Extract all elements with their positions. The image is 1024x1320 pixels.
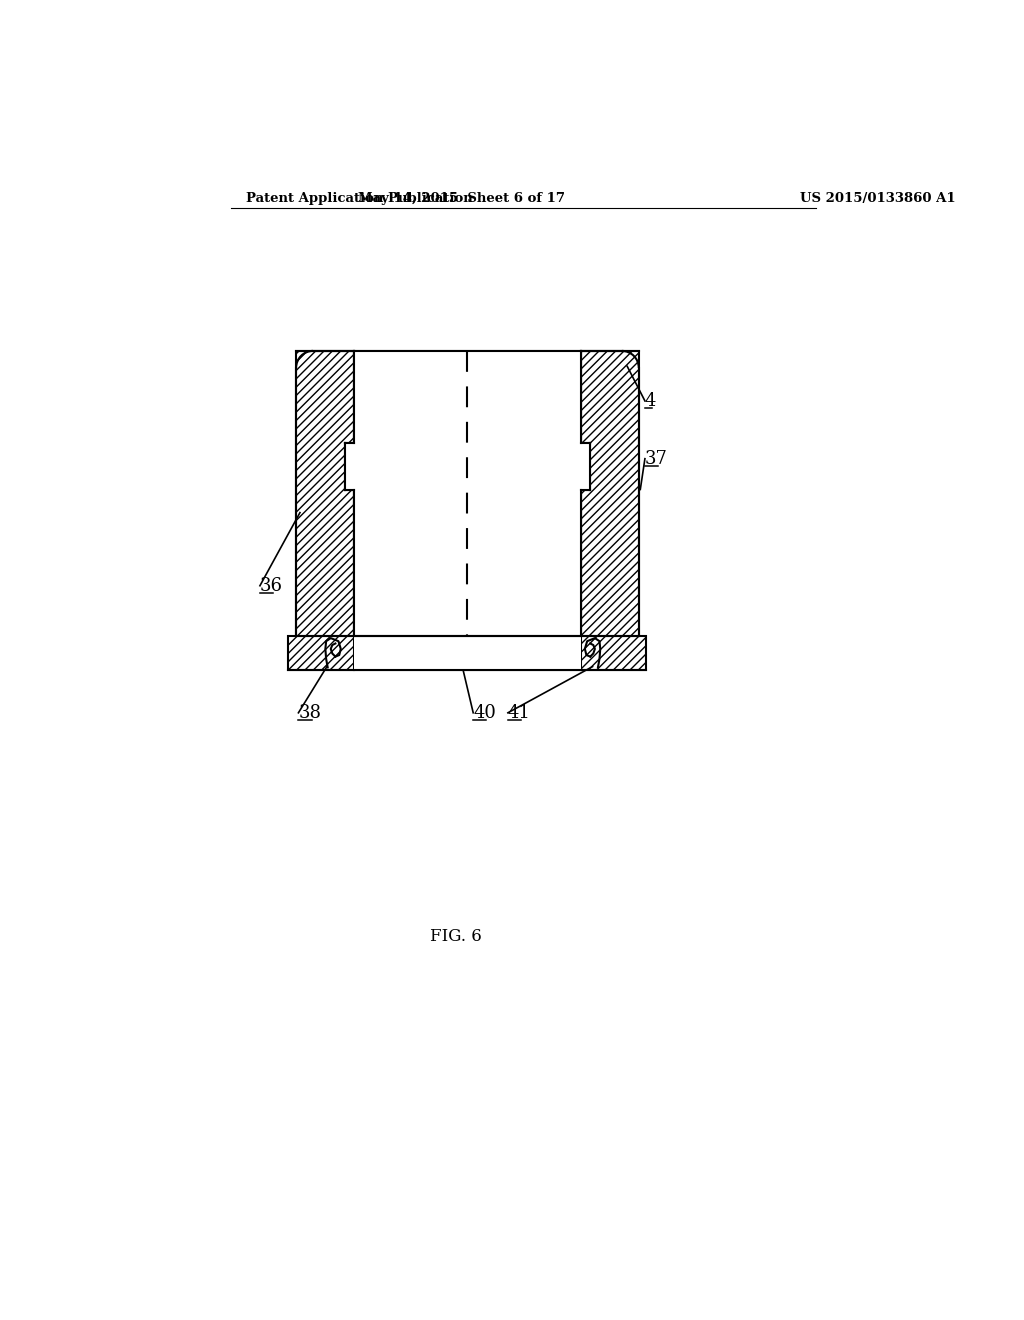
Text: 36: 36	[260, 577, 283, 595]
Polygon shape	[354, 351, 581, 636]
Text: FIG. 6: FIG. 6	[430, 928, 481, 945]
Text: May 14, 2015  Sheet 6 of 17: May 14, 2015 Sheet 6 of 17	[358, 191, 565, 205]
Polygon shape	[354, 636, 581, 671]
Text: Patent Application Publication: Patent Application Publication	[246, 191, 473, 205]
Text: 4: 4	[645, 392, 656, 411]
Text: 37: 37	[645, 450, 668, 467]
Text: 41: 41	[508, 704, 530, 722]
Text: 40: 40	[473, 704, 496, 722]
Polygon shape	[344, 444, 354, 488]
Polygon shape	[581, 444, 591, 488]
Text: 38: 38	[298, 704, 322, 722]
Text: US 2015/0133860 A1: US 2015/0133860 A1	[801, 191, 956, 205]
